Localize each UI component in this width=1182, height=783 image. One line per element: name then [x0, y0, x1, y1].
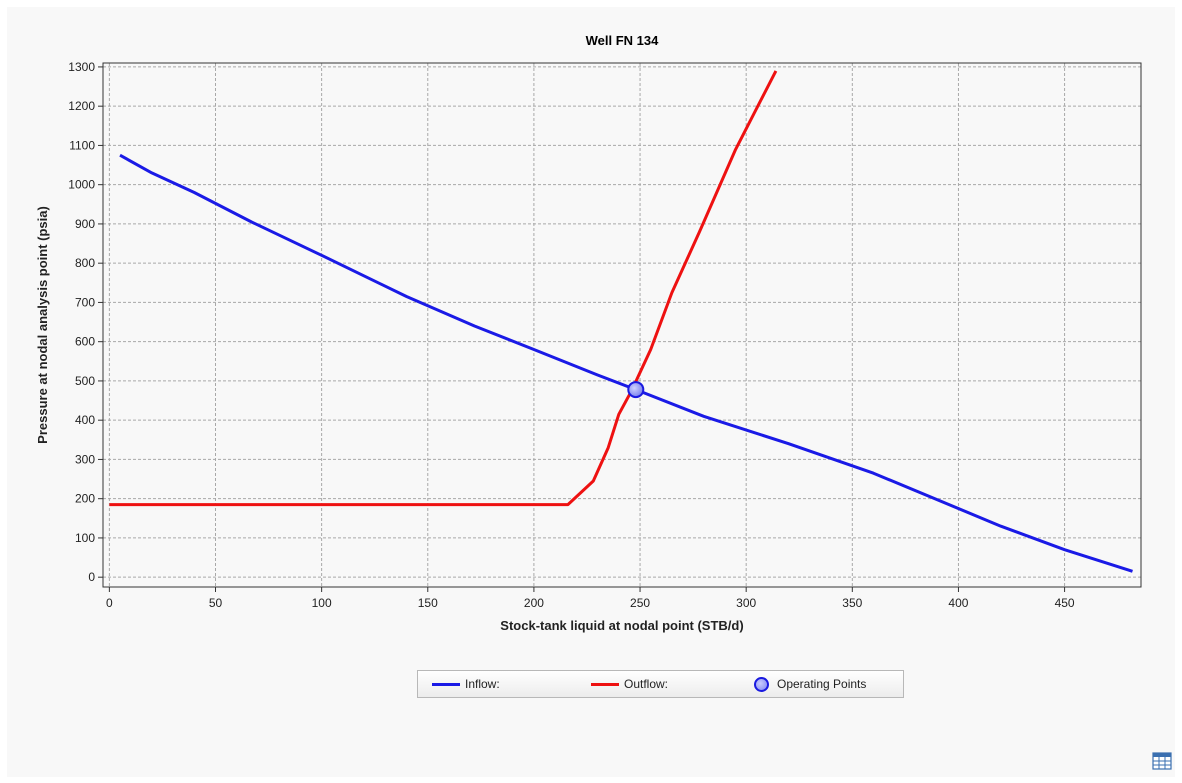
- legend-item-operating-points: Operating Points: [754, 671, 866, 697]
- chart-panel: Well FN 134 0 50 100 150 200 250 300 350 400 450 0…: [7, 7, 1175, 777]
- y-tick-label-300: 300: [75, 452, 95, 466]
- operating-point-0: [627, 381, 645, 399]
- y-tick-label-1000: 1000: [68, 178, 95, 192]
- y-tick-label-100: 100: [75, 531, 95, 545]
- legend-marker-operating-points: [754, 676, 769, 692]
- x-tick-label-450: 450: [1055, 596, 1075, 610]
- x-tick-label-150: 150: [418, 596, 438, 610]
- axis-ticks: 0 50 100 150 200 250 300 350 400 450 0 100 200 300 400…: [68, 60, 1075, 610]
- legend: Inflow: Outflow: Operating Points: [417, 670, 904, 698]
- series-layer: [109, 70, 1133, 573]
- x-tick-label-100: 100: [312, 596, 332, 610]
- y-axis-label: Pressure at nodal analysis point (psia): [35, 206, 50, 444]
- operating-points-layer: [627, 381, 645, 399]
- y-tick-label-800: 800: [75, 256, 95, 270]
- y-tick-label-1100: 1100: [69, 138, 95, 152]
- y-tick-label-0: 0: [88, 570, 95, 584]
- legend-label-inflow: Inflow:: [465, 677, 500, 691]
- series-line-1: [109, 70, 778, 507]
- x-tick-label-50: 50: [209, 596, 223, 610]
- x-tick-label-200: 200: [524, 596, 544, 610]
- x-tick-label-250: 250: [630, 596, 650, 610]
- y-tick-label-500: 500: [75, 374, 95, 388]
- y-tick-label-700: 700: [75, 295, 95, 309]
- legend-item-inflow: Inflow:: [432, 671, 500, 697]
- x-tick-label-300: 300: [736, 596, 756, 610]
- grid: [103, 63, 1141, 587]
- series-line-0: [119, 153, 1133, 573]
- table-icon[interactable]: [1152, 752, 1172, 770]
- y-tick-label-900: 900: [75, 217, 95, 231]
- x-axis-label: Stock-tank liquid at nodal point (STB/d): [500, 618, 743, 633]
- x-tick-label-350: 350: [842, 596, 862, 610]
- y-tick-label-1300: 1300: [68, 60, 95, 74]
- legend-item-outflow: Outflow:: [591, 671, 668, 697]
- legend-swatch-inflow: [432, 682, 460, 686]
- y-tick-label-600: 600: [75, 335, 95, 349]
- y-tick-label-400: 400: [75, 413, 95, 427]
- legend-swatch-outflow: [591, 682, 619, 686]
- chart-title: Well FN 134: [586, 33, 660, 48]
- chart-svg: Well FN 134 0 50 100 150 200 250 300 350 400 4500…: [35, 33, 1142, 633]
- y-tick-label-200: 200: [75, 492, 95, 506]
- plot-frame: [102, 62, 1142, 588]
- x-tick-label-400: 400: [948, 596, 968, 610]
- legend-label-outflow: Outflow:: [624, 677, 669, 691]
- legend-label-operating-points: Operating Points: [777, 677, 867, 691]
- y-tick-label-1200: 1200: [68, 99, 95, 113]
- x-tick-label-0: 0: [106, 596, 113, 610]
